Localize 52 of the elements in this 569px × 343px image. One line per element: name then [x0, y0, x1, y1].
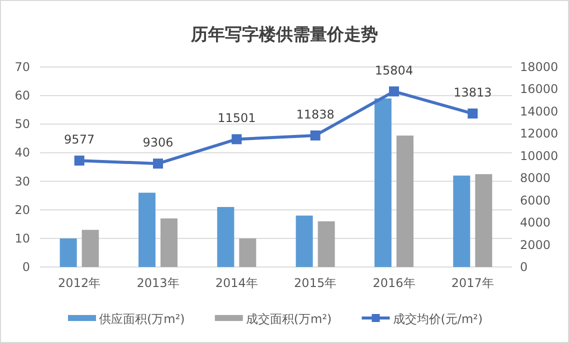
y2-tick-label: 0 — [520, 260, 528, 274]
point — [310, 130, 320, 140]
y2-tick-label: 12000 — [520, 126, 558, 141]
x-tick-label: 2015年 — [294, 276, 337, 290]
bar — [160, 218, 178, 267]
legend-label: 供应面积(万m²) — [99, 312, 185, 326]
data-label: 9306 — [142, 136, 174, 150]
y-tick-label: 30 — [14, 174, 30, 188]
chart-title: 历年写字楼供需量价走势 — [190, 25, 378, 45]
point — [468, 108, 478, 119]
data-label: 11501 — [218, 111, 256, 126]
bar — [217, 207, 234, 267]
y2-tick-label: 8000 — [520, 171, 551, 186]
bar — [396, 136, 414, 267]
point — [74, 156, 84, 166]
y2-tick-label: 4000 — [520, 216, 551, 230]
point — [153, 158, 163, 169]
point — [232, 134, 242, 144]
data-label: 11838 — [296, 107, 334, 122]
y2-tick-label: 10000 — [520, 148, 558, 163]
x-tick-label: 2013年 — [136, 276, 180, 290]
bar — [475, 174, 492, 267]
bar — [239, 238, 256, 267]
y2-tick-label: 6000 — [520, 193, 551, 208]
legend-label: 成交面积(万m²) — [246, 312, 332, 326]
y2-tick-label: 16000 — [520, 82, 558, 96]
bar — [453, 176, 470, 267]
y-tick-label: 0 — [22, 260, 30, 274]
data-label: 9577 — [64, 132, 95, 147]
y-tick-label: 20 — [14, 202, 30, 217]
bar — [296, 216, 313, 267]
x-tick-label: 2014年 — [215, 276, 258, 290]
y-tick-label: 10 — [14, 231, 30, 246]
point — [389, 86, 399, 96]
data-label: 13813 — [454, 86, 492, 100]
bar — [318, 221, 335, 267]
bar — [138, 192, 156, 267]
x-tick-label: 2017年 — [451, 276, 494, 290]
bar — [60, 238, 77, 267]
y2-tick-label: 2000 — [520, 238, 551, 252]
x-tick-label: 2012年 — [58, 276, 101, 290]
y-tick-label: 40 — [14, 146, 30, 160]
y-tick-label: 50 — [14, 117, 30, 132]
data-label: 15804 — [374, 63, 414, 78]
y2-tick-label: 14000 — [520, 104, 558, 118]
bar — [82, 230, 99, 267]
y-tick-label: 60 — [14, 88, 30, 103]
y2-tick-label: 18000 — [520, 60, 558, 74]
x-tick-label: 2016年 — [372, 276, 416, 290]
y-tick-label: 70 — [14, 60, 30, 74]
bar — [374, 98, 392, 267]
legend-label: 成交均价(元/m²) — [392, 312, 483, 326]
